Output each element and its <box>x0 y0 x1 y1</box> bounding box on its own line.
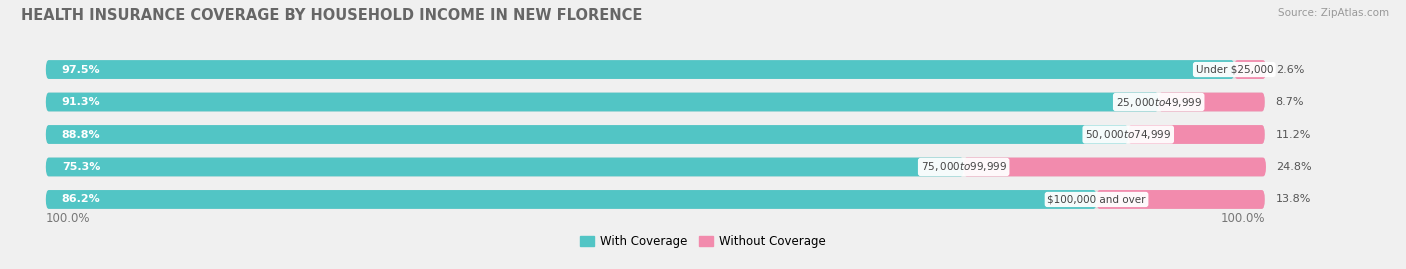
Text: 75.3%: 75.3% <box>62 162 100 172</box>
Text: $25,000 to $49,999: $25,000 to $49,999 <box>1115 95 1202 108</box>
Text: 100.0%: 100.0% <box>46 213 90 225</box>
Text: 11.2%: 11.2% <box>1275 129 1310 140</box>
FancyBboxPatch shape <box>1097 190 1265 209</box>
FancyBboxPatch shape <box>46 60 1234 79</box>
FancyBboxPatch shape <box>1159 93 1265 111</box>
FancyBboxPatch shape <box>46 125 1265 144</box>
Text: $75,000 to $99,999: $75,000 to $99,999 <box>921 161 1007 174</box>
FancyBboxPatch shape <box>1234 60 1265 79</box>
FancyBboxPatch shape <box>46 93 1265 111</box>
Text: 97.5%: 97.5% <box>62 65 100 75</box>
FancyBboxPatch shape <box>1128 125 1265 144</box>
FancyBboxPatch shape <box>46 158 963 176</box>
FancyBboxPatch shape <box>46 158 1265 176</box>
Legend: With Coverage, Without Coverage: With Coverage, Without Coverage <box>575 230 831 253</box>
FancyBboxPatch shape <box>46 190 1265 209</box>
Text: 2.6%: 2.6% <box>1277 65 1305 75</box>
Text: 13.8%: 13.8% <box>1275 194 1310 204</box>
Text: 24.8%: 24.8% <box>1277 162 1312 172</box>
Text: 91.3%: 91.3% <box>62 97 100 107</box>
FancyBboxPatch shape <box>46 60 1265 79</box>
Text: $50,000 to $74,999: $50,000 to $74,999 <box>1085 128 1171 141</box>
FancyBboxPatch shape <box>46 93 1159 111</box>
Text: HEALTH INSURANCE COVERAGE BY HOUSEHOLD INCOME IN NEW FLORENCE: HEALTH INSURANCE COVERAGE BY HOUSEHOLD I… <box>21 8 643 23</box>
Text: 100.0%: 100.0% <box>1220 213 1265 225</box>
Text: 88.8%: 88.8% <box>62 129 100 140</box>
Text: Source: ZipAtlas.com: Source: ZipAtlas.com <box>1278 8 1389 18</box>
FancyBboxPatch shape <box>46 190 1097 209</box>
Text: Under $25,000: Under $25,000 <box>1195 65 1272 75</box>
Text: 86.2%: 86.2% <box>62 194 100 204</box>
Text: $100,000 and over: $100,000 and over <box>1047 194 1146 204</box>
FancyBboxPatch shape <box>46 125 1128 144</box>
Text: 8.7%: 8.7% <box>1275 97 1303 107</box>
FancyBboxPatch shape <box>963 158 1265 176</box>
